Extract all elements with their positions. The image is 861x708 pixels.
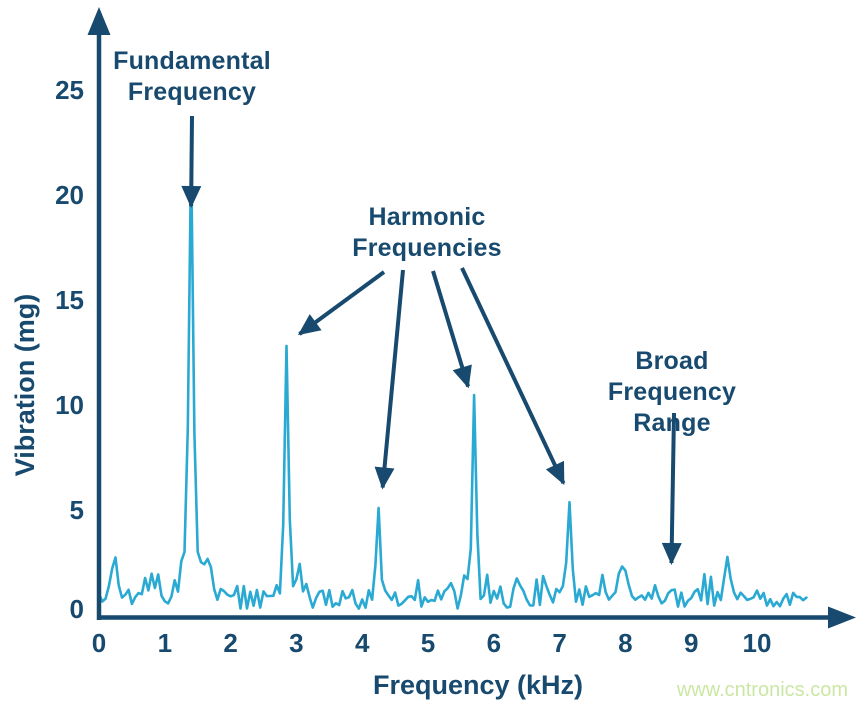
x-tick-label-8: 8 [618, 628, 633, 658]
watermark-text: www.cntronics.com [676, 679, 848, 701]
annotation-fundamental-frequency-label: Fundamental Frequency [113, 47, 271, 106]
y-tick-label-10: 10 [55, 390, 84, 420]
harmonic-arrow-1-icon [297, 270, 386, 336]
y-tick-label-15: 15 [55, 285, 84, 315]
y-tick-label-0: 0 [69, 594, 84, 624]
x-tick-label-0: 0 [91, 628, 107, 658]
x-tick-label-10: 10 [742, 628, 772, 658]
x-tick-label-1: 1 [157, 628, 173, 658]
x-tick-label-7: 7 [552, 628, 567, 658]
x-tick-label-5: 5 [420, 628, 436, 658]
x-tick-label-3: 3 [289, 628, 304, 658]
y-axis-title: Vibration (mg) [10, 293, 40, 477]
harmonic-arrow-4-icon [460, 267, 566, 486]
x-axis-arrowhead-icon [828, 606, 856, 629]
harmonic-arrow-2-icon [374, 269, 405, 490]
y-axis-arrowhead-icon [87, 7, 111, 35]
x-axis-title: Frequency (kHz) [372, 670, 584, 700]
x-tick-label-9: 9 [683, 628, 699, 658]
x-tick-label-2: 2 [223, 628, 238, 658]
spectrum-line [97, 152, 808, 610]
harmonic-arrow-3-icon [431, 270, 472, 389]
y-tick-label-25: 25 [55, 75, 84, 105]
x-tick-label-4: 4 [354, 628, 370, 658]
x-tick-label-6: 6 [486, 628, 502, 658]
annotation-harmonic-frequencies-label: Harmonic Frequencies [352, 203, 502, 262]
y-tick-label-20: 20 [55, 180, 84, 210]
broad-frequency-range-arrow-icon [661, 412, 682, 565]
fundamental-frequency-arrow-icon [181, 115, 202, 208]
annotation-broad-frequency-range-label: Broad Frequency Range [607, 347, 737, 437]
y-tick-label-5: 5 [69, 495, 84, 525]
